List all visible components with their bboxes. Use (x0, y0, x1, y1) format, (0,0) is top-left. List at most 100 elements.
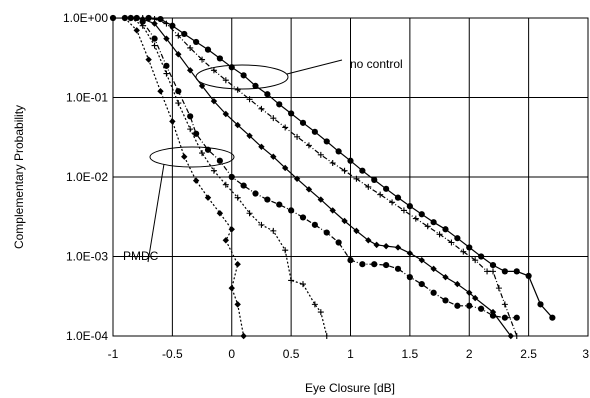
data-point-series-2 (317, 151, 324, 158)
data-point-series-5 (163, 70, 170, 77)
data-point-series-2 (329, 160, 336, 167)
data-point-series-1 (549, 314, 556, 321)
annotation-pmdc: PMDC (123, 146, 235, 263)
x-tick-label: -1 (108, 347, 119, 361)
data-point-series-1 (109, 14, 117, 22)
data-point-series-2 (222, 77, 229, 84)
data-point-series-5 (270, 227, 277, 234)
annotation-label-no-control: no control (350, 57, 403, 71)
data-point-series-5 (222, 181, 229, 188)
data-point-series-4 (187, 113, 194, 120)
data-point-series-4 (383, 261, 390, 269)
data-point-series-2 (163, 20, 170, 27)
data-point-series-4 (311, 221, 318, 228)
data-point-series-1 (145, 14, 152, 22)
data-point-series-3 (418, 256, 425, 264)
data-point-series-6 (121, 14, 129, 22)
data-point-series-4 (394, 265, 402, 272)
data-point-series-1 (204, 46, 212, 53)
data-point-series-3 (373, 241, 380, 249)
data-point-series-5 (175, 100, 182, 107)
data-point-series-3 (258, 143, 265, 150)
x-tick-label: 3 (582, 347, 589, 361)
data-point-series-3 (365, 237, 372, 244)
data-point-series-3 (341, 217, 348, 225)
data-point-series-4 (430, 289, 437, 296)
data-point-series-1 (359, 167, 366, 174)
data-point-series-4 (359, 261, 366, 268)
annotation-label-pmdc: PMDC (123, 249, 159, 263)
data-point-series-6 (228, 284, 235, 292)
data-point-series-2 (490, 268, 496, 275)
data-point-series-2 (436, 231, 443, 238)
data-point-series-5 (210, 167, 217, 174)
data-point-series-1 (406, 203, 413, 210)
data-point-series-6 (133, 27, 140, 34)
data-point-series-1 (133, 14, 140, 22)
data-point-series-3 (430, 265, 437, 273)
data-point-series-2 (448, 239, 455, 246)
data-point-series-1 (299, 119, 307, 126)
x-tick-label: 2.5 (520, 347, 537, 361)
data-point-series-3 (305, 186, 313, 193)
data-point-series-1 (347, 157, 354, 164)
data-point-series-4 (175, 88, 182, 95)
data-point-series-1 (216, 55, 223, 62)
data-point-series-1 (193, 38, 200, 46)
data-point-series-3 (210, 97, 218, 105)
data-point-series-5 (311, 301, 318, 308)
annotation-leader-pmdc (147, 163, 165, 263)
data-point-series-6 (228, 226, 235, 233)
data-point-series-2 (501, 301, 508, 308)
data-point-series-6 (192, 177, 200, 184)
data-point-series-1 (276, 101, 283, 108)
data-point-series-1 (383, 185, 390, 192)
data-point-series-5 (187, 126, 194, 133)
data-point-series-6 (216, 210, 224, 217)
data-point-series-4 (288, 207, 295, 214)
data-point-series-4 (193, 130, 200, 137)
data-point-series-1 (466, 244, 473, 251)
data-point-series-3 (293, 175, 301, 182)
data-point-series-6 (157, 88, 164, 95)
data-point-series-4 (151, 35, 158, 42)
data-point-series-2 (460, 248, 467, 255)
data-point-series-2 (412, 215, 419, 222)
series-line-2 (142, 18, 518, 336)
data-point-series-3 (406, 250, 414, 257)
data-point-series-2 (270, 115, 277, 122)
data-point-series-3 (281, 164, 289, 172)
data-point-series-4 (466, 302, 473, 309)
data-point-series-2 (258, 105, 265, 112)
data-point-series-4 (216, 157, 223, 164)
data-point-series-3 (442, 273, 449, 281)
y-tick-label: 1.0E+00 (63, 11, 108, 25)
data-point-series-5 (317, 309, 324, 316)
data-point-series-4 (442, 297, 449, 304)
x-tick-label: 0 (228, 347, 235, 361)
data-point-series-6 (145, 56, 152, 63)
annotation-no-control: no control (195, 57, 403, 90)
data-point-series-1 (288, 110, 295, 117)
data-point-series-4 (489, 312, 497, 319)
data-point-series-4 (501, 314, 508, 321)
y-tick-label: 1.0E-01 (66, 91, 108, 105)
data-point-series-2 (234, 86, 241, 93)
data-point-series-1 (418, 211, 425, 218)
data-point-series-1 (513, 268, 520, 275)
data-point-series-1 (430, 219, 437, 226)
data-point-series-4 (335, 239, 342, 246)
data-point-series-1 (454, 235, 461, 242)
data-point-series-5 (139, 22, 146, 29)
data-point-series-1 (525, 272, 532, 280)
data-point-series-1 (489, 261, 497, 269)
x-tick-labels: -1 -0.5 0 0.5 1 1.5 2 2.5 3 (108, 347, 590, 361)
data-point-series-3 (198, 82, 206, 90)
data-point-series-3 (466, 289, 473, 296)
data-point-series-6 (240, 332, 247, 340)
data-point-series-2 (365, 183, 372, 190)
y-tick-label: 1.0E-04 (66, 329, 108, 343)
data-point-series-3 (246, 132, 253, 139)
data-point-series-1 (335, 148, 342, 155)
data-point-series-3 (186, 67, 194, 74)
